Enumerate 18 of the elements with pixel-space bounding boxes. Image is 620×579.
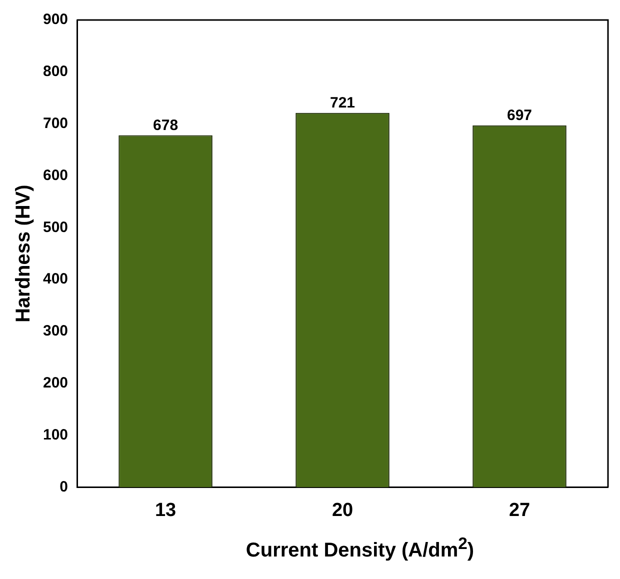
data-label: 678: [153, 116, 178, 134]
x-tick-label: 13: [154, 500, 176, 521]
y-tick-label: 500: [42, 218, 68, 236]
x-axis-title: Current Density (A/dm$^{2}$): [244, 534, 476, 563]
y-tick-label: 300: [42, 322, 68, 340]
y-axis-title: Hardness (HV): [12, 184, 35, 323]
x-tick-label: 20: [332, 500, 354, 521]
y-tick-label: 600: [42, 166, 68, 184]
y-tick-label: 0: [60, 478, 68, 496]
data-label: 697: [506, 107, 532, 124]
y-tick-label: 200: [42, 374, 68, 392]
y-tick-label: 100: [42, 426, 68, 444]
y-tick-label: 700: [42, 114, 68, 132]
y-tick-label: 800: [42, 63, 68, 80]
x-tick-label: 27: [508, 500, 530, 521]
data-label: 721: [330, 94, 356, 112]
y-tick-label: 400: [42, 270, 68, 288]
y-tick-label: 900: [42, 11, 68, 28]
